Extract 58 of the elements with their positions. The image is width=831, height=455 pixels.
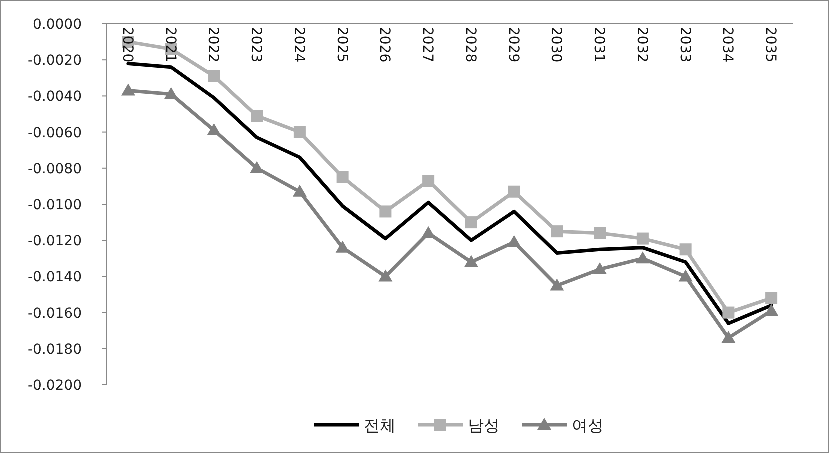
x-tick-label: 2021 bbox=[162, 27, 178, 63]
x-tick-label: 2033 bbox=[676, 27, 693, 63]
x-tick-label: 2020 bbox=[119, 27, 136, 63]
y-tick-label: -0.0080 bbox=[28, 161, 82, 178]
x-tick-label: 2026 bbox=[376, 27, 393, 63]
point bbox=[164, 87, 178, 100]
point bbox=[250, 161, 264, 174]
y-tick-label: 0.0000 bbox=[33, 17, 82, 33]
legend-label: 전체 bbox=[364, 416, 396, 435]
x-tick-label: 2029 bbox=[505, 27, 522, 63]
x-tick-label: 2034 bbox=[720, 27, 736, 63]
x-tick-label: 2031 bbox=[591, 27, 608, 63]
point bbox=[594, 227, 606, 240]
point bbox=[336, 171, 349, 184]
point bbox=[550, 278, 564, 291]
point bbox=[636, 232, 649, 245]
y-tick-label: -0.0160 bbox=[28, 306, 82, 322]
y-tick-label: -0.0040 bbox=[28, 89, 82, 106]
x-tick-label: 2032 bbox=[634, 27, 650, 63]
point bbox=[121, 84, 136, 96]
legend-label: 남성 bbox=[468, 416, 500, 435]
x-tick-label: 2023 bbox=[248, 27, 264, 63]
x-tick-label: 2027 bbox=[420, 27, 436, 63]
point bbox=[507, 235, 522, 248]
point bbox=[208, 70, 220, 82]
point bbox=[207, 123, 222, 136]
point bbox=[593, 262, 608, 274]
point bbox=[636, 252, 650, 264]
point bbox=[380, 206, 392, 218]
point bbox=[422, 175, 435, 188]
x-tick-label: 2030 bbox=[548, 27, 564, 63]
point bbox=[294, 126, 306, 138]
y-tick-label: -0.0060 bbox=[28, 125, 82, 142]
y-tick-label: -0.0140 bbox=[28, 270, 82, 286]
x-tick-label: 2035 bbox=[762, 27, 779, 63]
point bbox=[378, 270, 393, 282]
point bbox=[251, 110, 264, 122]
y-tick-label: -0.0100 bbox=[28, 198, 82, 214]
y-tick-label: -0.0020 bbox=[28, 53, 82, 70]
y-tick-label: -0.0180 bbox=[28, 342, 82, 358]
y-tick-label: -0.0200 bbox=[28, 378, 82, 394]
x-tick-label: 2025 bbox=[334, 27, 350, 63]
x-tick-label: 2028 bbox=[462, 27, 478, 63]
point bbox=[551, 226, 564, 238]
point bbox=[680, 244, 692, 256]
point bbox=[464, 255, 478, 268]
point bbox=[336, 240, 350, 253]
point bbox=[678, 270, 693, 282]
x-tick-label: 2022 bbox=[205, 27, 222, 63]
legend-label: 여성 bbox=[572, 416, 604, 435]
point bbox=[722, 306, 735, 319]
point bbox=[465, 216, 478, 229]
y-tick-label: -0.0120 bbox=[28, 234, 82, 250]
point bbox=[766, 292, 778, 304]
x-tick-label: 2024 bbox=[290, 27, 307, 63]
point bbox=[722, 331, 736, 344]
point bbox=[508, 186, 520, 198]
point bbox=[292, 184, 307, 197]
